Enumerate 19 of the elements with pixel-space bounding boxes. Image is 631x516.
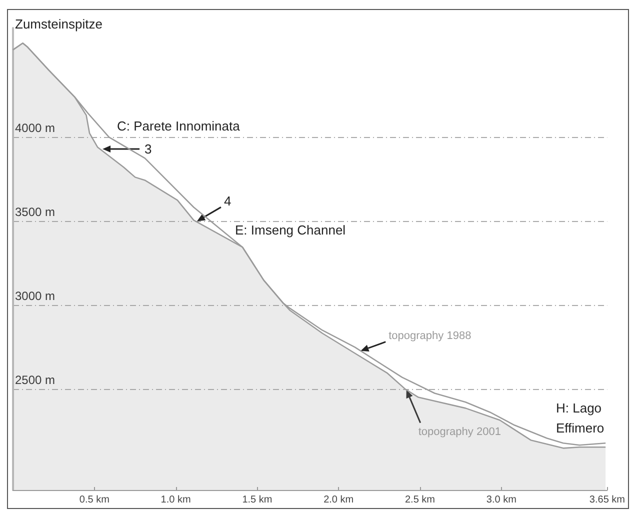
x-tick-label: 3.0 km (486, 494, 516, 506)
x-tick-label: 1.5 km (242, 494, 272, 506)
series-label: topography 2001 (418, 426, 501, 438)
annotation: 4 (224, 194, 232, 209)
x-tick-label: 0.5 km (79, 494, 110, 506)
annotation: 3 (144, 141, 152, 156)
annotation: H: Lago Effimero (556, 400, 606, 436)
y-tick-label: 3000 m (15, 289, 56, 304)
x-tick-label: 2.0 km (324, 494, 354, 506)
x-tick-label: 2.5 km (404, 494, 436, 506)
y-tick-label: 3500 m (15, 205, 56, 220)
annotation: C: Parete Innominata (117, 118, 241, 134)
annotation: E: Imseng Channel (235, 222, 346, 238)
annotation: Zumsteinspitze (15, 16, 102, 32)
text: topography 1988 (388, 330, 472, 342)
x-tick-label: 1.0 km (160, 494, 191, 506)
x-tick-label: 3.65 km (589, 494, 626, 506)
y-tick-label: 2500 m (15, 373, 56, 388)
y-tick-label: 4000 m (15, 121, 56, 136)
